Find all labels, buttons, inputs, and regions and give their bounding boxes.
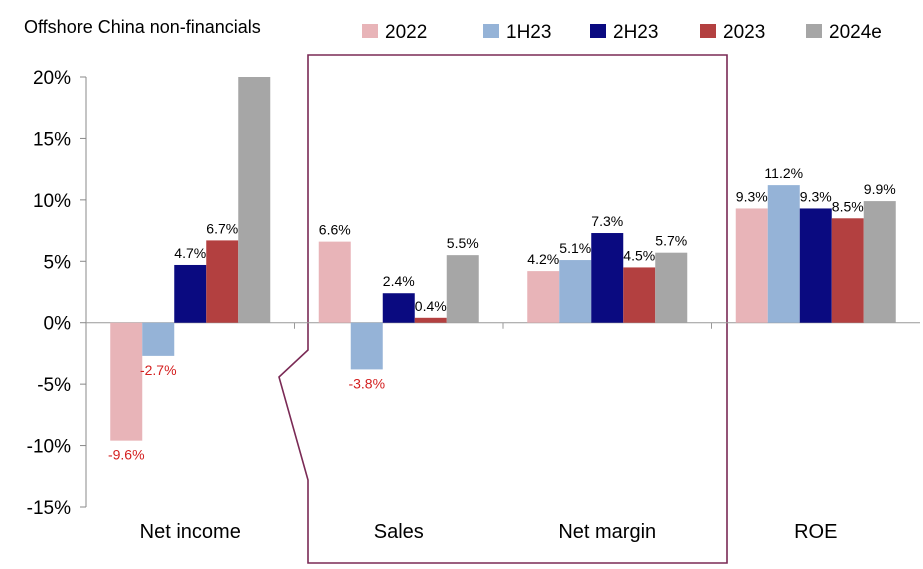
category-label-net-margin: Net margin [558, 521, 656, 543]
bar-net-margin-2022 [527, 271, 560, 323]
data-label-net-margin-2h23: 7.3% [591, 213, 623, 229]
data-label-roe-2023: 8.5% [832, 198, 864, 214]
legend-swatch-2023 [700, 24, 716, 38]
legend-label-1h23: 1H23 [506, 22, 551, 43]
data-label-net-income-1h23: -2.7% [140, 362, 177, 378]
data-label-net-margin-2024e: 5.7% [655, 233, 687, 249]
y-tick-label: -5% [37, 375, 71, 396]
bar-net-margin-2h23 [591, 233, 624, 323]
category-label-sales: Sales [374, 521, 424, 543]
legend-swatch-2024e [806, 24, 822, 38]
bar-roe-2022 [735, 208, 768, 323]
y-axis: 20% 15% 10% 5% 0% -5% -10% -15% [27, 68, 920, 519]
bar-net-income-1h23 [142, 322, 175, 356]
highlight-box [278, 54, 728, 564]
y-tick-label: -10% [27, 437, 71, 458]
bars [110, 77, 896, 441]
bar-net-margin-2024e [655, 252, 688, 323]
data-label-roe-1h23: 11.2% [764, 165, 803, 181]
legend-label-2024e: 2024e [829, 22, 882, 43]
data-labels: -9.6% -2.7% 4.7%6.7% 6.6% -3.8% 2.4%0.4% 5.5% 4… [108, 165, 896, 463]
legend-swatch-1h23 [483, 24, 499, 38]
data-label-roe-2022: 9.3% [736, 188, 768, 204]
data-label-roe-2024e: 9.9% [864, 181, 896, 197]
bar-sales-2024e [446, 255, 479, 323]
bar-roe-1h23 [767, 185, 800, 323]
bar-net-margin-1h23 [559, 260, 592, 323]
bar-net-income-2h23 [174, 264, 207, 323]
data-label-sales-2h23: 2.4% [383, 273, 415, 289]
y-tick-label: -15% [27, 498, 71, 519]
data-label-sales-2023: 0.4% [415, 298, 447, 314]
bar-sales-2023 [414, 317, 447, 323]
data-label-net-income-2023: 6.7% [206, 220, 238, 236]
bar-roe-2023 [831, 218, 864, 323]
bar-net-margin-2023 [623, 267, 656, 323]
chart-title: Offshore China non-financials [24, 17, 261, 37]
legend: 2022 1H23 2H23 2023 2024e [362, 22, 882, 43]
legend-swatch-2h23 [590, 24, 606, 38]
bar-net-income-2024e [238, 77, 271, 323]
data-label-sales-1h23: -3.8% [348, 375, 385, 391]
y-tick-label: 15% [33, 129, 71, 150]
y-tick-label: 0% [44, 314, 72, 335]
y-tick-label: 5% [44, 252, 72, 273]
category-label-net-income: Net income [140, 521, 241, 543]
data-label-roe-2h23: 9.3% [800, 188, 832, 204]
bar-net-income-2023 [206, 240, 239, 323]
data-label-net-margin-2022: 4.2% [527, 251, 559, 267]
bar-sales-1h23 [350, 322, 383, 370]
bar-sales-2022 [318, 241, 351, 323]
highlight-box-outline [278, 54, 728, 564]
data-label-sales-2024e: 5.5% [447, 235, 479, 251]
y-tick-label: 20% [33, 68, 71, 89]
bar-net-income-2022 [110, 322, 143, 441]
legend-label-2h23: 2H23 [613, 22, 658, 43]
legend-label-2022: 2022 [385, 22, 427, 43]
category-label-roe: ROE [794, 521, 837, 543]
legend-swatch-2022 [362, 24, 378, 38]
bar-roe-2h23 [799, 208, 832, 323]
data-label-net-margin-1h23: 5.1% [559, 240, 591, 256]
y-tick-label: 10% [33, 191, 71, 212]
legend-label-2023: 2023 [723, 22, 765, 43]
category-labels: Net income Sales Net margin ROE [140, 521, 838, 543]
data-label-net-margin-2023: 4.5% [623, 247, 655, 263]
data-label-sales-2022: 6.6% [319, 222, 351, 238]
data-label-net-income-2h23: 4.7% [174, 245, 206, 261]
bar-sales-2h23 [382, 293, 415, 323]
data-label-net-income-2022: -9.6% [108, 447, 145, 463]
bar-roe-2024e [863, 201, 896, 323]
